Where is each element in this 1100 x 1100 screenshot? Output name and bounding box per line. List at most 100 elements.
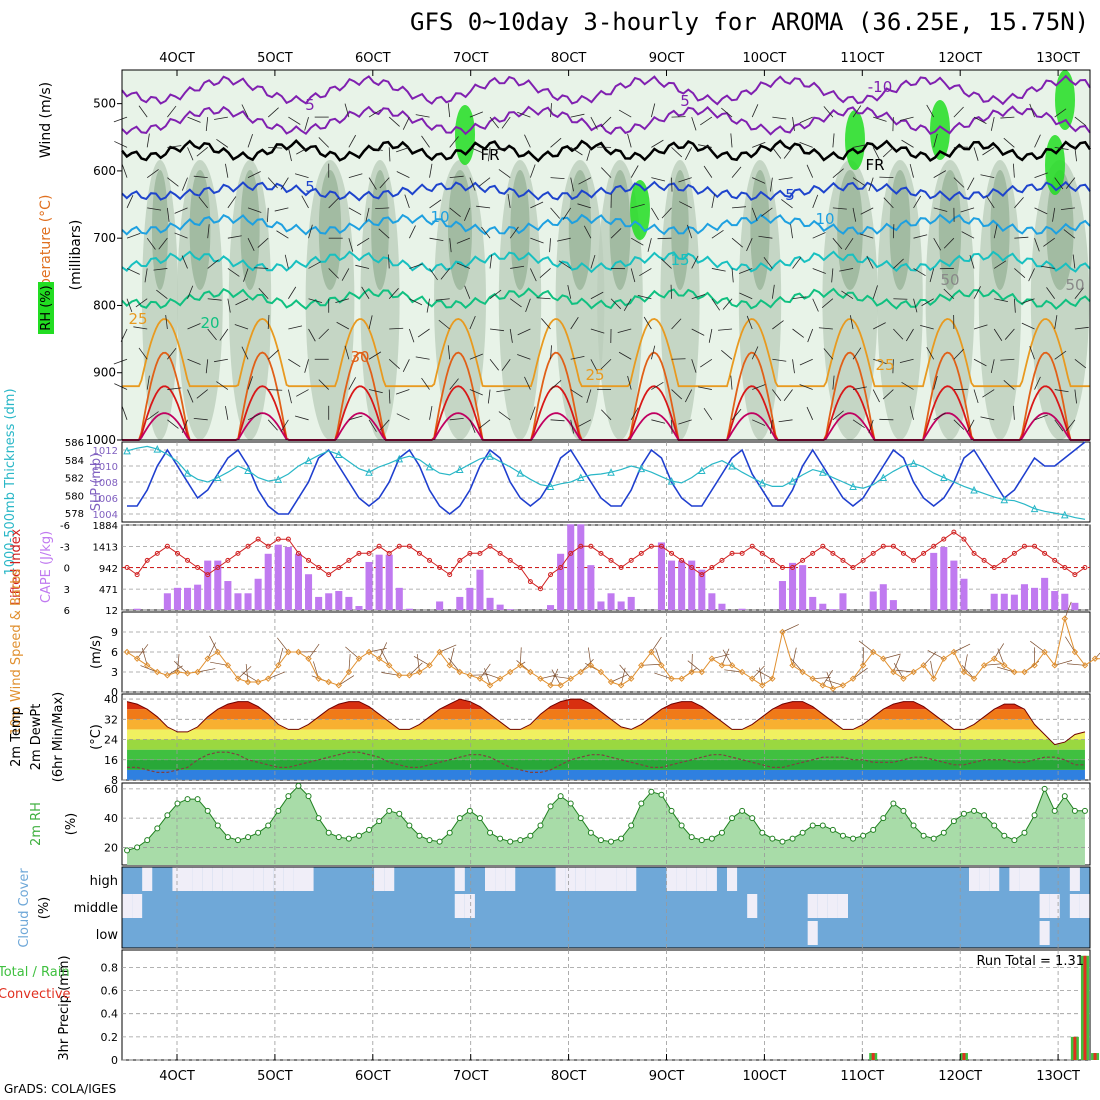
wind-barb [661,258,672,269]
lifted-index-marker [638,550,644,556]
wind-barb [144,268,148,283]
precip-convective-bar [871,1053,875,1060]
wind-barb [792,117,795,132]
lifted-index-marker [427,557,433,563]
wind-barb [687,224,693,239]
wind10m-barb [1054,660,1073,666]
wind10m-barb [313,661,319,679]
cloud-level-label: high [90,874,118,889]
cloud-level-label: low [96,928,119,943]
lifted-index-marker [517,565,523,570]
wind-barb [746,238,753,252]
cloud-cell [1039,894,1050,918]
wind-barb [525,298,531,313]
wind-barb [308,328,316,342]
wind-barb [447,345,451,360]
cloud-cell [454,867,465,891]
rh2m-marker [658,791,665,798]
cape-bar [809,596,817,610]
wind10m-barb [242,672,259,683]
wind10m-marker [1021,668,1028,676]
wind10m-barb [381,672,400,676]
lifted-index-marker [174,550,180,556]
rh2m-marker [446,829,453,836]
wind-barb [901,381,914,390]
wind-barb [388,254,390,269]
wind10m-barb [177,654,180,673]
wind-barb [388,389,391,404]
wind-barb [570,177,575,192]
wind-barb [943,237,955,249]
rh-wet-region [671,170,689,290]
wind-barb [429,237,444,242]
cloud-cell [686,867,697,891]
wind-barb [783,147,793,159]
temp-tick-label: 16 [104,754,118,767]
bottom-date-label: 13OCT [1036,1069,1080,1084]
precip-frame [121,949,1091,1061]
wind-barb [1065,419,1076,432]
wind10m-barb [345,646,360,659]
wind10m-marker [275,662,282,669]
cloud-cell [807,921,818,945]
rh2m-marker [426,837,433,844]
wind-barb [1014,268,1026,278]
rh-saturated-region [630,180,650,240]
wind10m-barb [378,642,388,659]
wind-barb [308,224,313,239]
wind-barb [288,286,297,299]
wind10m-marker [759,682,766,689]
wind10m-axis-label: 10m Wind Speed & Barbs [9,569,24,736]
rh-saturated-region [455,105,475,165]
wind-barb [378,228,390,239]
wind10m-marker [365,648,373,656]
lifted-index-marker [457,557,463,563]
wind-barb [711,298,721,311]
rh2m-marker [749,815,756,822]
wind-barb [772,116,787,120]
wind-barb [913,298,918,313]
pressure-tick-label: 600 [93,164,116,178]
wind10m-line [126,616,1100,690]
wind-barb [691,294,706,300]
lifted-index-marker [830,550,836,556]
wind10m-marker [698,668,705,676]
wind-barb [792,257,802,269]
thickness-marker [1030,504,1039,513]
wind-barb [550,177,565,180]
wind10m-marker [738,668,746,676]
wind-barb [905,328,914,342]
wind10m-marker [315,675,322,682]
thickness-marker [365,468,373,476]
cape-bar [254,578,262,610]
wind-barb [267,207,269,222]
wind10m-marker [244,678,252,686]
wind-barb [296,389,309,397]
rh2m-marker [184,796,191,803]
wind-barb [429,268,438,281]
wind-barb [464,285,471,299]
wind10m-marker [355,655,363,662]
cape-bar [466,587,474,610]
wind-barb [288,116,301,125]
cape-bar [325,593,333,610]
wind-barb [650,103,656,118]
wind-barb [318,328,329,340]
wind-barb [524,134,531,148]
contour-label: 30 [350,348,369,366]
rh2m-marker [1011,837,1018,844]
rh2m-marker [688,834,695,841]
cape-bar [657,542,665,610]
wind10m-marker [164,672,171,679]
wind-barb [187,323,201,330]
cape-bar [1020,584,1028,610]
wind10m-marker [1061,615,1068,622]
wind-barb [832,133,835,148]
wind10m-marker [466,672,474,679]
cape-bar [1010,594,1018,610]
wind10m-barb [380,649,390,666]
wind-barb [973,389,979,404]
wind10m-barb [996,666,1015,673]
cloud-cell [283,867,294,891]
rh2m-marker [809,822,816,829]
